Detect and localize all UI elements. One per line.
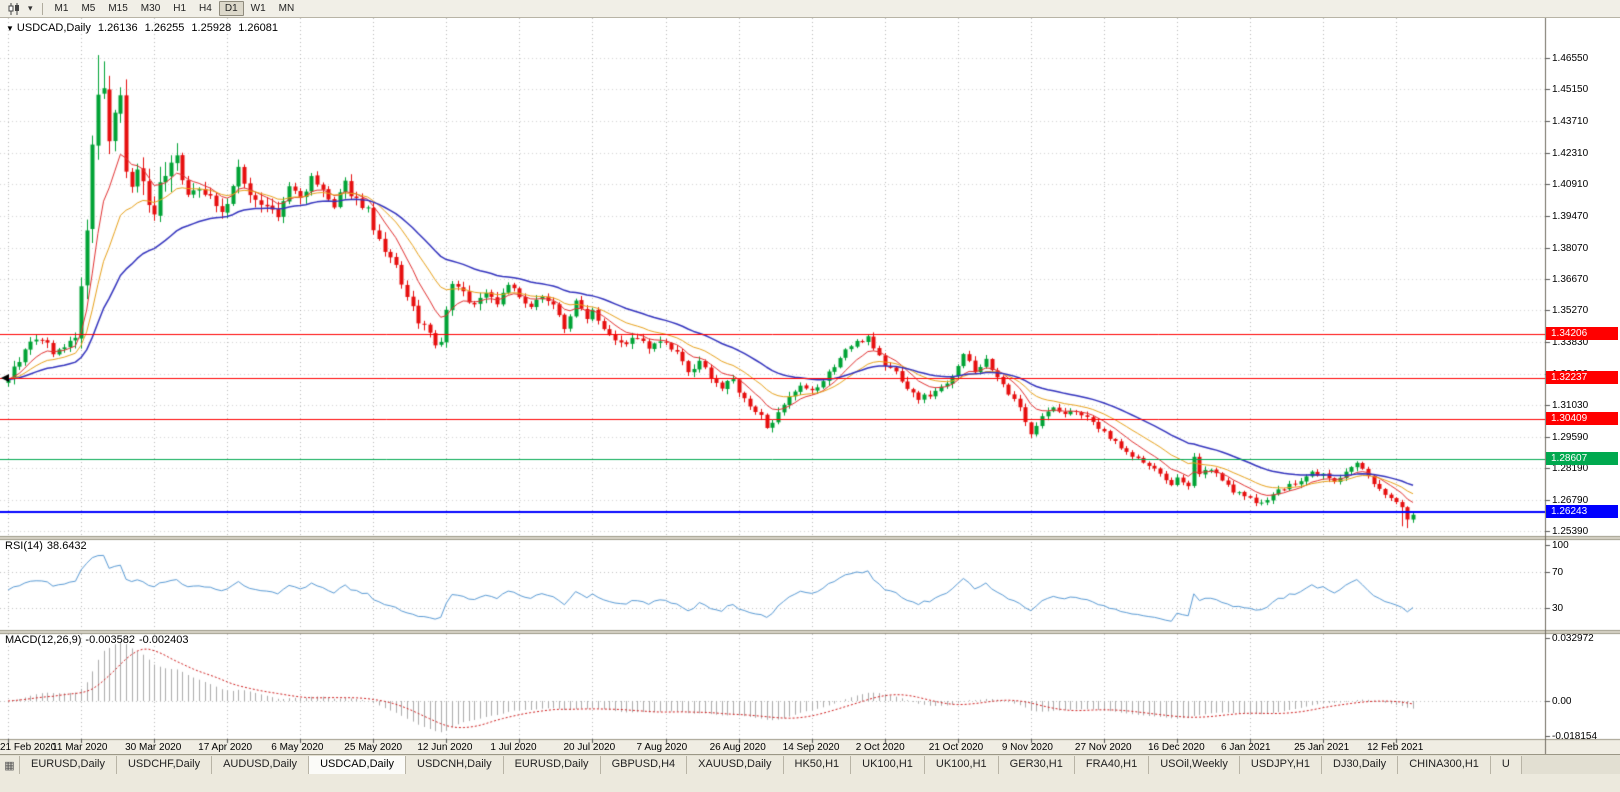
- tab-eurusd-daily[interactable]: EURUSD,Daily: [20, 756, 117, 774]
- hline-price-tag[interactable]: 1.26243: [1546, 504, 1618, 518]
- ohlc-open: 1.26136: [97, 22, 138, 34]
- candlestick-icon: [8, 2, 19, 15]
- tab-audusd-daily[interactable]: AUDUSD,Daily: [212, 756, 310, 774]
- timeframe-button-h1[interactable]: H1: [173, 3, 187, 14]
- macd-name: MACD(12,26,9): [5, 634, 82, 646]
- tab-china300-h1[interactable]: CHINA300,H1: [1398, 756, 1491, 774]
- tab-gbpusd-h4[interactable]: GBPUSD,H4: [600, 756, 688, 774]
- tab-xauusd-daily[interactable]: XAUUSD,Daily: [687, 756, 784, 774]
- ohlc-close: 1.26081: [238, 22, 278, 34]
- tab-usoil-weekly[interactable]: USOil,Weekly: [1149, 756, 1240, 774]
- tab-usdchf-daily[interactable]: USDCHF,Daily: [116, 756, 213, 774]
- chart-type-dropdown-icon[interactable]: ▾: [28, 3, 33, 13]
- macd-pane[interactable]: [0, 633, 1545, 739]
- rsi-name: RSI(14): [5, 540, 43, 552]
- tab-uk100-h1[interactable]: UK100,H1: [924, 756, 999, 774]
- hline-price-tag[interactable]: 1.28607: [1546, 452, 1618, 466]
- timeframe-button-mn[interactable]: MN: [278, 3, 295, 14]
- main-chart-pane[interactable]: [0, 18, 1545, 536]
- top-toolbar: ▾ M1 M5 M15 M30 H1 H4 D1 W1 MN: [0, 0, 1620, 18]
- timeframe-button-w1[interactable]: W1: [250, 3, 266, 14]
- timeframe-button-h4[interactable]: H4: [199, 3, 212, 14]
- tab-uk100-h1[interactable]: UK100,H1: [851, 756, 925, 774]
- rsi-label: RSI(14) 38.6432: [5, 540, 87, 552]
- tab-usdjpy-h1[interactable]: USDJPY,H1: [1239, 756, 1322, 774]
- tab-usdcad-daily[interactable]: USDCAD,Daily: [309, 756, 407, 774]
- ohlc-low: 1.25928: [191, 22, 232, 34]
- bottom-strip: [0, 774, 1620, 792]
- timeframe-button-m5[interactable]: M5: [81, 3, 96, 14]
- tab-hk50-h1[interactable]: HK50,H1: [783, 756, 852, 774]
- macd-label: MACD(12,26,9) -0.003582 -0.002403: [5, 634, 189, 646]
- macd-signal-value: -0.002403: [138, 634, 189, 646]
- symbol-dropdown-icon: ▼: [6, 24, 14, 33]
- hline-price-tag[interactable]: 1.30409: [1546, 411, 1618, 425]
- timeframe-button-m30[interactable]: M30: [140, 3, 161, 14]
- tab-ger30-h1[interactable]: GER30,H1: [998, 756, 1075, 774]
- timeframe-buttons: M1 M5 M15 M30 H1 H4 D1 W1 MN: [49, 1, 301, 16]
- timeframe-button-m15[interactable]: M15: [108, 3, 128, 14]
- tab-u[interactable]: U: [1490, 756, 1522, 774]
- tab-dj30-daily[interactable]: DJ30,Daily: [1322, 756, 1399, 774]
- timeframe-button-m1[interactable]: M1: [54, 3, 69, 14]
- chart-canvas[interactable]: [0, 18, 1620, 754]
- tab-eurusd-daily[interactable]: EURUSD,Daily: [503, 756, 601, 774]
- tab-usdcnh-daily[interactable]: USDCNH,Daily: [406, 756, 504, 774]
- ohlc-high: 1.26255: [144, 22, 185, 34]
- chart-tabs: EURUSD,Daily USDCHF,Daily AUDUSD,Daily USDC…: [20, 756, 1620, 774]
- macd-main-value: -0.003582: [85, 634, 135, 646]
- hline-price-tag[interactable]: 1.34206: [1546, 326, 1618, 340]
- rsi-value: 38.6432: [46, 540, 87, 552]
- symbol-period-label: USDCAD,Daily: [16, 22, 91, 34]
- tab-fra40-h1[interactable]: FRA40,H1: [1074, 756, 1150, 774]
- timeframe-button-d1[interactable]: D1: [218, 1, 244, 16]
- chart-tab-bar: ▦ EURUSD,Daily USDCHF,Daily AUDUSD,Daily US…: [0, 754, 1620, 774]
- chart-title: ▼ USDCAD,Daily 1.26136 1.26255 1.25928 1.2608…: [6, 22, 278, 34]
- time-axis[interactable]: [0, 739, 1545, 754]
- chart-type-candlestick-icon[interactable]: [4, 1, 24, 17]
- rsi-pane[interactable]: [0, 539, 1545, 630]
- tile-windows-icon[interactable]: ▦: [0, 756, 20, 774]
- toolbar-separator: [41, 2, 43, 15]
- hline-price-tag[interactable]: 1.32237: [1546, 370, 1618, 384]
